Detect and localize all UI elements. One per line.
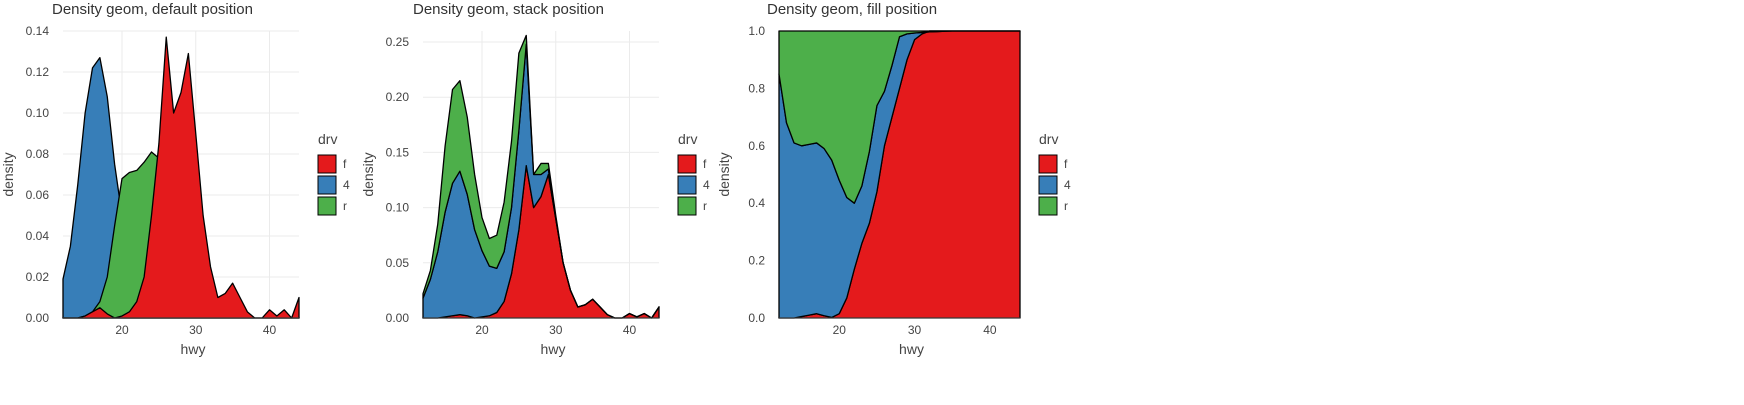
legend-swatch-4	[317, 175, 337, 195]
legend-label-r: r	[343, 199, 347, 213]
y-tick-label: 0.15	[386, 145, 410, 159]
legend-swatch-r	[1038, 196, 1058, 216]
y-tick-label: 0.08	[26, 147, 50, 161]
chart-panel-fill: 0.0 0.2 0.4 0.6 0.8 1.0 20 30 40 Density geom, fi…	[716, 1, 1071, 357]
x-tick-label: 20	[115, 323, 129, 337]
legend-label-f: f	[343, 157, 347, 171]
legend-swatch-f	[677, 154, 697, 174]
y-tick-label: 0.0	[748, 311, 765, 325]
x-axis-label: hwy	[899, 341, 924, 357]
x-axis-label: hwy	[541, 341, 566, 357]
y-tick-label: 0.04	[26, 229, 50, 243]
legend-swatch-4	[677, 175, 697, 195]
legend-label-4: 4	[343, 178, 350, 192]
legend-label-f: f	[703, 157, 707, 171]
y-tick-label: 0.14	[26, 24, 50, 38]
legend-label-f: f	[1064, 157, 1068, 171]
x-tick-label: 30	[908, 323, 922, 337]
chart-panel-default: 0.00 0.02 0.04 0.06 0.08 0.10 0.12 0.14 20 30 40 De…	[0, 1, 350, 357]
y-tick-label: 0.4	[748, 196, 765, 210]
y-tick-label: 0.06	[26, 188, 50, 202]
legend-swatch-f	[317, 154, 337, 174]
y-tick-label: 0.25	[386, 35, 410, 49]
y-tick-label: 0.02	[26, 270, 50, 284]
y-tick-label: 0.6	[748, 139, 765, 153]
legend-label-r: r	[1064, 199, 1068, 213]
x-tick-label: 40	[983, 323, 997, 337]
y-tick-label: 0.8	[748, 81, 765, 95]
y-tick-label: 0.2	[748, 254, 765, 268]
y-tick-label: 0.00	[386, 311, 410, 325]
legend-label-r: r	[703, 199, 707, 213]
y-tick-label: 0.00	[26, 311, 50, 325]
y-tick-label: 0.12	[26, 65, 50, 79]
x-tick-label: 40	[623, 323, 637, 337]
legend-swatch-f	[1038, 154, 1058, 174]
chart-panel-stack: 0.00 0.05 0.10 0.15 0.20 0.25 20 30 40 Density ge…	[360, 1, 710, 357]
y-axis-label: density	[360, 152, 376, 196]
chart-title: Density geom, fill position	[767, 1, 937, 18]
x-tick-label: 20	[833, 323, 847, 337]
legend-label-4: 4	[703, 178, 710, 192]
y-tick-label: 0.10	[26, 106, 50, 120]
y-axis-label: density	[0, 152, 16, 196]
y-tick-label: 0.20	[386, 90, 410, 104]
x-tick-label: 40	[263, 323, 277, 337]
y-tick-label: 0.10	[386, 201, 410, 215]
chart-title: Density geom, stack position	[413, 1, 604, 18]
legend-swatch-r	[677, 196, 697, 216]
density-area-r	[422, 34, 660, 319]
x-tick-label: 30	[549, 323, 563, 337]
y-tick-label: 1.0	[748, 24, 765, 38]
y-axis-label: density	[716, 152, 732, 196]
y-tick-label: 0.05	[386, 256, 410, 270]
x-axis-label: hwy	[181, 341, 206, 357]
legend-title: drv	[678, 131, 697, 147]
legend-title: drv	[1039, 131, 1058, 147]
density-area-r	[778, 30, 1021, 204]
x-tick-label: 20	[475, 323, 489, 337]
legend-swatch-r	[317, 196, 337, 216]
legend-swatch-4	[1038, 175, 1058, 195]
chart-title: Density geom, default position	[52, 1, 253, 18]
legend-label-4: 4	[1064, 178, 1071, 192]
x-tick-label: 30	[189, 323, 203, 337]
legend-title: drv	[318, 131, 337, 147]
